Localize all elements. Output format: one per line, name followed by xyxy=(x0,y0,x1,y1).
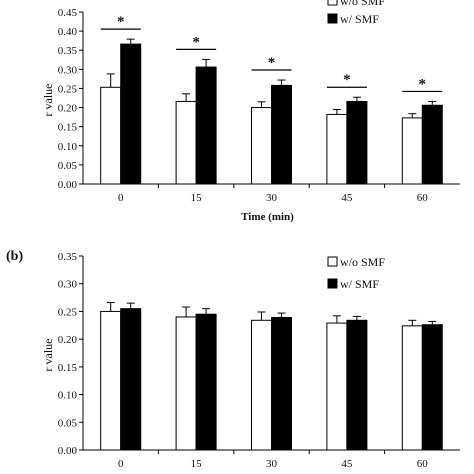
panel-a-y-tick-label: 0.35 xyxy=(58,45,78,57)
panel-b-y-tick-label: 0.10 xyxy=(58,390,78,402)
panel-a-x-tick-label: 60 xyxy=(417,192,429,204)
panel-a-bar-w-smf xyxy=(421,104,443,185)
panel-a-y-tick-label: 0.15 xyxy=(58,122,78,134)
panel-b-x-tick-label: 30 xyxy=(266,458,278,470)
panel-b-bar-w-smf xyxy=(346,319,368,451)
panel-a-legend-label: w/o SMF xyxy=(340,0,385,8)
panel-b-y-tick-label: 0.15 xyxy=(58,362,78,374)
panel-b-bar-w-smf xyxy=(421,324,443,451)
panel-a-y-tick-label: 0.10 xyxy=(58,141,78,153)
chart-panel-a: 0.00 0.05 0.10 0.15 0.20 0.25 0.30 0.35 0.40 0.45… xyxy=(41,0,460,223)
panel-a-x-tick-label: 45 xyxy=(341,192,353,204)
panel-b-legend-swatch xyxy=(327,256,338,267)
panel-b-bar-wo-smf xyxy=(175,316,197,451)
panel-a-y-tick-label: 0.30 xyxy=(58,64,78,76)
panel-b-x-tick-label: 60 xyxy=(417,458,429,470)
panel-b-y-tick-label: 0.05 xyxy=(58,417,78,429)
panel-b-y-axis-title: r value xyxy=(41,339,55,372)
panel-a-y-tick-label: 0.25 xyxy=(58,83,78,95)
panel-b-bar-w-smf xyxy=(271,317,292,451)
panel-b-y-tick-label: 0.00 xyxy=(58,445,78,457)
panel-a-x-tick-label: 30 xyxy=(266,192,278,204)
panel-a-bar-wo-smf xyxy=(401,117,423,185)
panel-b-x-tick-label: 0 xyxy=(118,458,124,470)
panel-b-bar-wo-smf xyxy=(251,319,272,451)
panel-a-bar-wo-smf xyxy=(326,113,348,185)
panel-b-bar-wo-smf xyxy=(326,322,348,451)
panel-a-significance-marker: * xyxy=(117,14,125,30)
panel-b-panel-label: (b) xyxy=(6,249,23,264)
panel-b-y-tick-label: 0.25 xyxy=(58,306,78,318)
panel-b-legend-label: w/ SMF xyxy=(340,277,379,291)
panel-a-legend-swatch xyxy=(327,0,338,6)
panel-a-legend-swatch xyxy=(327,13,338,24)
panel-b-bar-wo-smf xyxy=(100,310,122,451)
panel-b-y-tick-label: 0.30 xyxy=(58,279,78,291)
panel-a-y-tick-label: 0.40 xyxy=(58,26,78,38)
panel-a-bar-w-smf xyxy=(195,66,217,185)
panel-b-x-tick-label: 15 xyxy=(191,458,203,470)
panel-a-bar-wo-smf xyxy=(100,86,122,185)
panel-a-significance-marker: * xyxy=(192,34,200,50)
panel-b-y-tick-label: 0.35 xyxy=(58,251,78,263)
panel-a-y-tick-label: 0.20 xyxy=(58,103,78,115)
panel-a-bar-w-smf xyxy=(120,43,142,185)
panel-b-bar-wo-smf xyxy=(401,325,423,451)
panel-a-significance-marker: * xyxy=(419,76,427,92)
panel-a-y-tick-label: 0.45 xyxy=(58,7,78,19)
panel-a-bar-wo-smf xyxy=(175,100,197,185)
panel-a-bar-w-smf xyxy=(346,100,368,185)
panel-b-y-tick-label: 0.20 xyxy=(58,334,78,346)
panel-b-legend-label: w/o SMF xyxy=(340,255,385,269)
panel-a-x-tick-label: 0 xyxy=(118,192,124,204)
panel-a-bar-w-smf xyxy=(271,84,292,185)
panel-a-significance-marker: * xyxy=(268,55,276,71)
panel-a-legend-label: w/ SMF xyxy=(340,12,379,26)
panel-a-y-tick-label: 0.05 xyxy=(58,160,78,172)
panel-a-bar-wo-smf xyxy=(251,107,272,185)
panel-a-significance-marker: * xyxy=(343,72,351,88)
panel-b-x-tick-label: 45 xyxy=(341,458,353,470)
panel-b-bar-w-smf xyxy=(195,313,217,451)
panel-a-x-axis-title: Time (min) xyxy=(241,211,294,223)
panel-a-y-axis-title: r value xyxy=(41,84,55,117)
panel-a-y-tick-label: 0.00 xyxy=(58,179,78,191)
panel-b-bar-w-smf xyxy=(120,308,142,451)
panel-b-legend-swatch xyxy=(327,278,338,289)
panel-a-x-tick-label: 15 xyxy=(191,192,203,204)
chart-panel-b: 0.00 0.05 0.10 0.15 0.20 0.25 0.30 0.35 r value 0… xyxy=(6,249,460,470)
